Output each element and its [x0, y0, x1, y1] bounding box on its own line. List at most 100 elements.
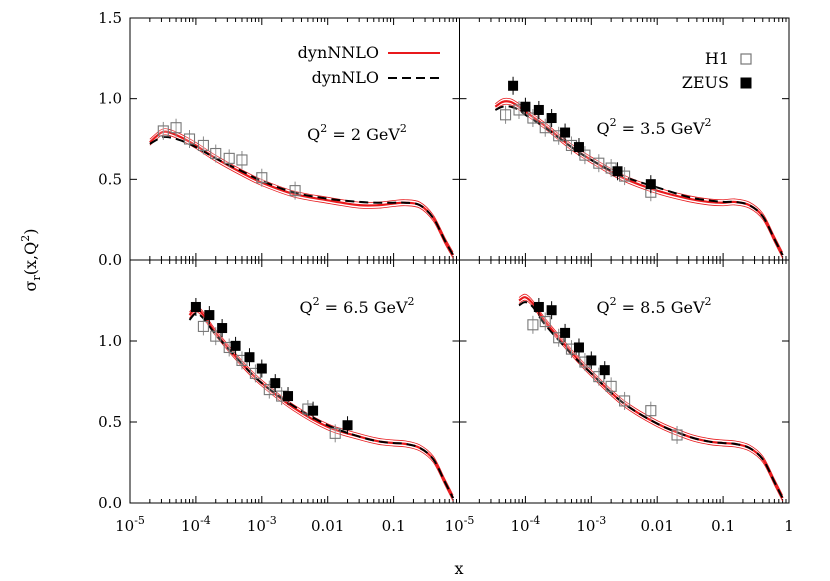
h1-point — [527, 112, 539, 124]
y-axis-label: σr(x,Q2) — [19, 229, 43, 292]
nnlo-band-upper — [495, 97, 783, 253]
h1-point — [197, 320, 209, 332]
h1-point — [539, 316, 551, 328]
dynnnlo-curve — [149, 130, 455, 256]
panel-label: Q2 = 2 GeV2 — [307, 122, 407, 144]
legend-marker-h1 — [740, 53, 752, 65]
x-tick-label: 10-4 — [510, 514, 540, 535]
zeus-point — [599, 365, 610, 376]
h1-point — [210, 147, 222, 160]
dynnnlo-curve — [188, 307, 455, 499]
panel-label: Q2 = 3.5 GeV2 — [596, 116, 711, 138]
tick-exp: -4 — [200, 514, 211, 527]
h1-point — [645, 405, 657, 417]
legend-label-dynnlo: dynNLO — [312, 68, 379, 87]
zeus-point — [520, 101, 531, 112]
h1-point — [605, 380, 617, 392]
label-q-exp: 2 — [610, 295, 617, 308]
h1-point — [500, 109, 512, 121]
zeus-point — [612, 166, 623, 177]
legend-marker-zeus — [740, 77, 752, 89]
dynnlo-curve — [188, 312, 455, 499]
y-tick-label: 1.5 — [98, 9, 122, 27]
legend-models: dynNNLO dynNLO — [298, 43, 440, 87]
zeus-point — [244, 352, 255, 363]
zeus-point — [586, 355, 597, 366]
h1-point — [157, 125, 169, 137]
zeus-point — [645, 179, 656, 190]
panel-q2-3p5: Q2 = 3.5 GeV2 — [459, 17, 790, 261]
label-unit-exp: 2 — [705, 116, 712, 129]
y-tick-label: 0.5 — [98, 413, 122, 431]
tick-exp: -3 — [266, 514, 277, 527]
h1-point — [289, 185, 301, 197]
h1-point — [197, 139, 209, 152]
tick-base: 10 — [115, 517, 134, 535]
label-unit-exp: 2 — [408, 295, 415, 308]
zeus-point — [270, 378, 281, 389]
tick-exp: -3 — [595, 514, 606, 527]
label-q-exp: 2 — [610, 116, 617, 129]
label-mid: = 6.5 GeV — [320, 298, 408, 317]
zeus-point — [573, 142, 584, 153]
h1-point — [183, 133, 196, 145]
panel-frame — [459, 17, 790, 261]
zeus-point — [190, 301, 201, 312]
h1-point — [527, 319, 539, 331]
y-tick-label: 1.0 — [98, 332, 122, 350]
nnlo-band-lower — [518, 299, 783, 502]
nnlo-band-upper — [149, 128, 454, 253]
y-tick-label: 0.5 — [98, 170, 122, 188]
x-tick-label: 0.1 — [382, 517, 406, 535]
legend-label-dynnnlo: dynNNLO — [298, 43, 379, 62]
tick-base: 10 — [576, 517, 595, 535]
dynnlo-curve — [149, 135, 454, 256]
tick-base: 10 — [445, 517, 464, 535]
label-q-exp: 2 — [320, 122, 327, 135]
y-tick-label: 1.0 — [98, 90, 122, 108]
h1-point — [256, 172, 268, 184]
panel-frame — [459, 259, 790, 504]
zeus-point — [508, 80, 519, 91]
label-mid: = 8.5 GeV — [617, 298, 705, 317]
h1-point — [539, 122, 551, 134]
y-tick-label: 0.0 — [98, 251, 122, 269]
zeus-point — [204, 310, 215, 321]
x-tick-label: 10-4 — [181, 514, 211, 535]
zeus-point — [560, 127, 571, 138]
h1-point — [619, 395, 631, 407]
h1-point — [329, 427, 341, 439]
legend-label-zeus: ZEUS — [682, 73, 729, 92]
zeus-point — [546, 305, 557, 316]
x-axis-label: x — [454, 559, 463, 578]
dynnnlo-curve — [518, 296, 784, 499]
panel-label: Q2 = 6.5 GeV2 — [299, 295, 414, 317]
legend-label-h1: H1 — [705, 49, 729, 68]
tick-exp: -5 — [464, 514, 475, 527]
label-q-exp: 2 — [313, 295, 320, 308]
x-tick-label: 10-3 — [247, 514, 277, 535]
nnlo-band-upper — [189, 305, 454, 496]
h1-point — [593, 157, 605, 169]
zeus-point — [533, 104, 544, 115]
nnlo-band-lower — [495, 103, 783, 259]
h1-point — [579, 149, 591, 161]
zeus-point — [217, 323, 228, 334]
label-q: Q — [596, 119, 609, 138]
tick-base: 10 — [510, 517, 529, 535]
label-q: Q — [299, 298, 312, 317]
panel-q2-2: Q2 = 2 GeV2 — [129, 17, 460, 261]
y-tick-label: 0.0 — [98, 494, 122, 512]
tick-base: 10 — [247, 517, 266, 535]
h1-point — [263, 384, 275, 396]
tick-exp: -5 — [134, 514, 145, 527]
dynnlo-curve — [494, 105, 784, 256]
tick-exp: -4 — [530, 514, 541, 527]
axes-layer: 0.00.51.01.50.00.51.010-5 10-4 10-3 0.01 0.1… — [98, 9, 794, 535]
h1-point — [170, 122, 182, 134]
panel-label: Q2 = 8.5 GeV2 — [596, 295, 711, 317]
x-tick-label: 10-5 — [115, 514, 145, 535]
legend-data: H1 ZEUS — [682, 49, 752, 92]
